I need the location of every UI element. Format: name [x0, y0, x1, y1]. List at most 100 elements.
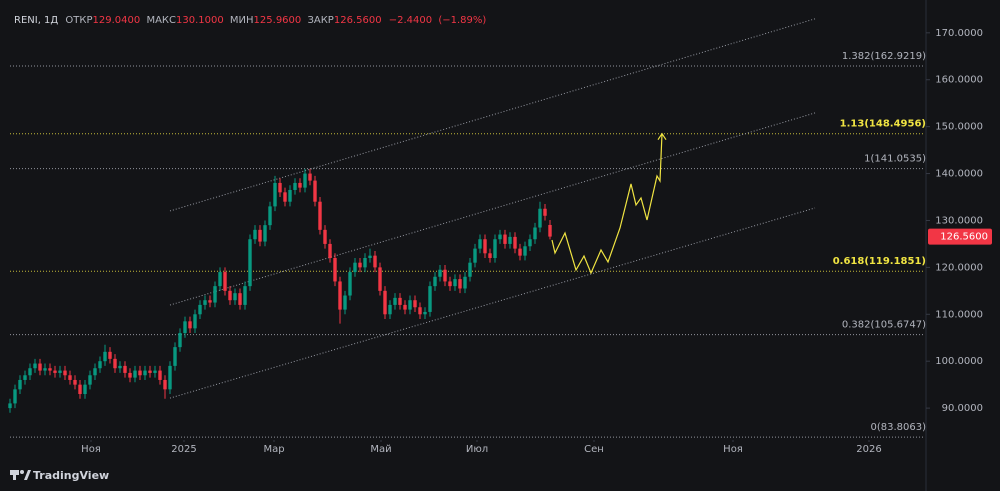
candle-body — [478, 239, 482, 249]
candle-body — [328, 243, 332, 258]
low-name: МИН — [230, 15, 254, 26]
candle-body — [68, 375, 72, 380]
fib-level-label: 1.13(148.4956) — [840, 119, 926, 130]
candle-body — [238, 293, 242, 305]
candle-body — [223, 272, 227, 291]
y-tick-label: 130.0000 — [935, 215, 983, 226]
candle-body — [448, 281, 452, 287]
candle-body — [438, 269, 442, 277]
candle-body — [428, 286, 432, 312]
candle-body — [488, 253, 492, 258]
candle-body — [258, 229, 262, 242]
candle-body — [468, 262, 472, 277]
candle-body — [53, 370, 57, 373]
candle-body — [293, 182, 297, 190]
candle-body — [358, 262, 362, 268]
change-value: −2.4400 — [389, 15, 432, 26]
candle-body — [333, 257, 337, 282]
candle-body — [433, 276, 437, 287]
candle-body — [388, 304, 392, 315]
candle-body — [13, 389, 17, 404]
candle-body — [398, 297, 402, 305]
candle-body — [348, 272, 352, 296]
candle-body — [143, 370, 147, 376]
candle-body — [278, 182, 282, 193]
candle-body — [188, 321, 192, 329]
candle-body — [63, 370, 67, 376]
candle-body — [368, 255, 372, 258]
candle-body — [303, 173, 307, 188]
candle-body — [513, 236, 517, 249]
candle-body — [353, 262, 357, 273]
x-tick-label: 2026 — [856, 444, 881, 455]
y-tick-label: 170.0000 — [935, 28, 983, 39]
channel-line — [169, 207, 816, 399]
candle-body — [248, 239, 252, 287]
candle-body — [453, 279, 457, 287]
candle-body — [118, 365, 122, 369]
candle-body — [483, 239, 487, 254]
candle-body — [133, 370, 137, 378]
candle-body — [518, 248, 522, 256]
candle-body — [208, 300, 212, 303]
candle-body — [173, 347, 177, 366]
candle-body — [33, 363, 37, 369]
candle-body — [243, 286, 247, 305]
candle-body — [113, 358, 117, 369]
fib-level-label: 0.382(105.6747) — [842, 320, 926, 331]
candle-body — [38, 363, 42, 371]
fib-level-label: 0.618(119.1851) — [833, 256, 926, 267]
candle-body — [98, 361, 102, 369]
candle-body — [508, 236, 512, 244]
y-tick-label: 160.0000 — [935, 75, 983, 86]
candle-body — [88, 375, 92, 385]
candle-body — [413, 300, 417, 308]
candle-body — [148, 370, 152, 373]
candle-body — [18, 379, 22, 390]
projection-line — [551, 133, 663, 275]
candle-body — [23, 375, 27, 380]
x-tick-label: 2025 — [171, 444, 196, 455]
candle-body — [523, 246, 527, 256]
candle-body — [283, 192, 287, 202]
candle-body — [203, 300, 207, 305]
candle-body — [543, 208, 547, 216]
candle-body — [178, 333, 182, 348]
logo-shape — [13, 470, 16, 480]
candle-body — [528, 239, 532, 247]
candle-body — [153, 370, 157, 373]
candle-body — [443, 269, 447, 282]
candle-body — [473, 248, 477, 263]
y-tick-label: 140.0000 — [935, 169, 983, 180]
candle-body — [123, 365, 127, 373]
candle-body — [93, 368, 97, 376]
symbol: RENI, 1Д — [14, 15, 58, 26]
x-tick-label: Сен — [584, 444, 604, 455]
candle-body — [498, 234, 502, 240]
high-name: МАКС — [146, 15, 176, 26]
candle-body — [308, 173, 312, 181]
channel-line — [169, 18, 816, 212]
open-name: ОТКР — [65, 15, 92, 26]
plot: 90.0000 100.0000 110.0000 120.0000 130.0000 1… — [8, 18, 992, 455]
candle-body — [193, 314, 197, 329]
candle-body — [43, 368, 47, 371]
candle-body — [253, 229, 257, 240]
high-value: 130.1000 — [176, 15, 224, 26]
fib-level-label: 1(141.0535) — [864, 154, 926, 165]
candle-body — [168, 365, 172, 390]
candle-body — [383, 290, 387, 315]
x-tick-label: Ноя — [81, 444, 101, 455]
candle-body — [128, 372, 132, 378]
y-tick-label: 120.0000 — [935, 262, 983, 273]
candle-body — [8, 403, 12, 409]
candle-body — [268, 206, 272, 226]
candle-body — [298, 182, 302, 188]
candle-body — [418, 307, 422, 315]
x-tick-label: Май — [370, 444, 391, 455]
candle-body — [393, 297, 397, 305]
x-tick-label: Мар — [263, 444, 284, 455]
candle-body — [338, 281, 342, 310]
candle-body — [103, 351, 107, 362]
